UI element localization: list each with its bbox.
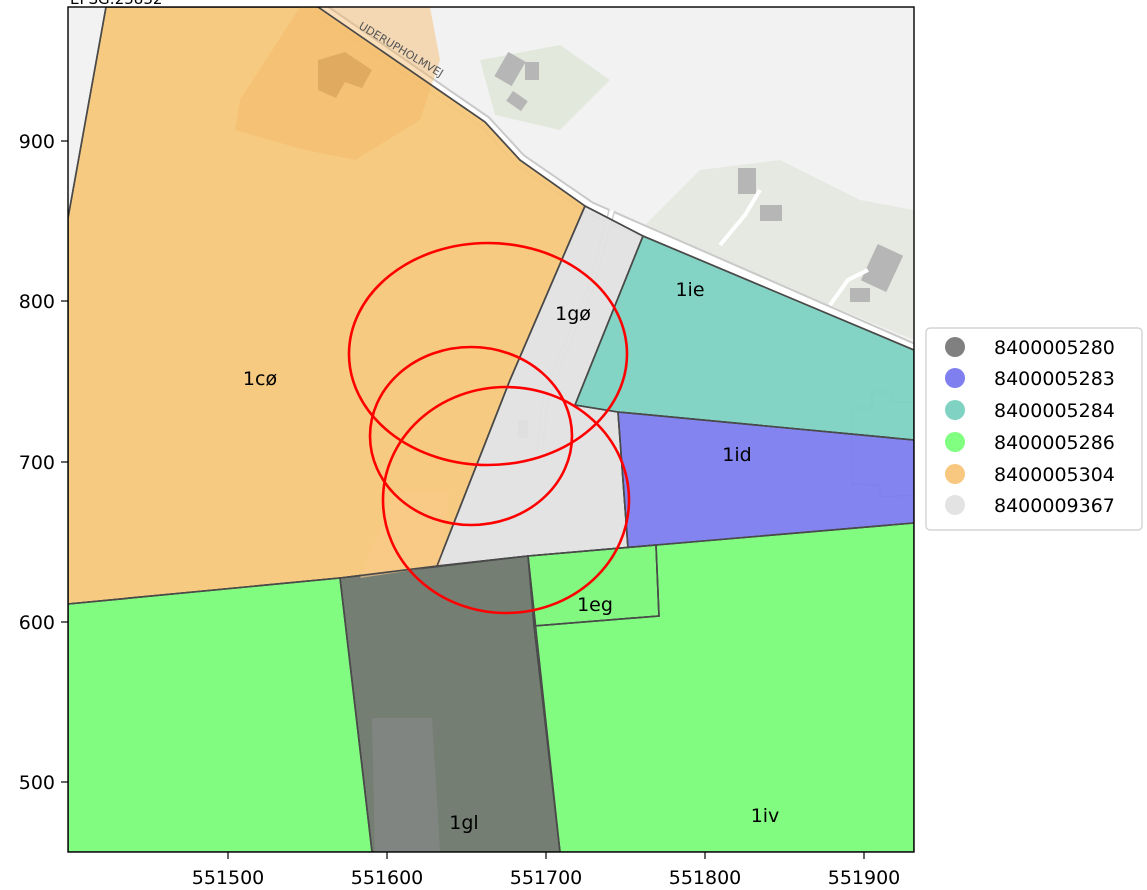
parcel-outlines bbox=[68, 7, 914, 852]
x-tick-label: 551500 bbox=[192, 867, 265, 889]
y-tick-label: 800 bbox=[19, 291, 55, 313]
parcel-label-1id: 1id bbox=[722, 444, 751, 466]
driveway bbox=[828, 268, 869, 307]
parcel-label-1co: 1cø bbox=[243, 368, 277, 390]
map-axes: UDERUPHOLMVEJ 1cø 1gø 1ie 1id 1eg 1gl 1i… bbox=[68, 7, 914, 852]
driveway bbox=[718, 188, 762, 247]
legend-entry: 8400005283 bbox=[994, 368, 1115, 390]
x-axis bbox=[227, 852, 865, 859]
buffer-circle bbox=[368, 345, 574, 527]
parcel-1iv[interactable] bbox=[68, 577, 373, 852]
legend-marker bbox=[945, 432, 965, 452]
y-tick-label: 600 bbox=[19, 612, 55, 634]
y-tick-label: 900 bbox=[19, 131, 55, 153]
legend-marker bbox=[945, 400, 965, 420]
parcel-label-1eg: 1eg bbox=[577, 594, 613, 616]
legend-marker bbox=[945, 368, 965, 388]
x-tick-label: 551700 bbox=[510, 867, 583, 889]
axes-frame bbox=[67, 6, 915, 853]
legend: 8400005280 8400005283 8400005284 8400005… bbox=[925, 327, 1143, 531]
legend-box bbox=[925, 327, 1143, 531]
parcel-label-1iv: 1iv bbox=[751, 805, 780, 827]
buffer-circles bbox=[347, 241, 631, 615]
parcel-label-1go: 1gø bbox=[555, 303, 591, 325]
legend-marker bbox=[945, 337, 965, 357]
basemap-buildings bbox=[494, 51, 904, 438]
parcel-label-1gl: 1gl bbox=[449, 812, 478, 834]
y-tick-label: 700 bbox=[19, 452, 55, 474]
legend-entry: 8400005280 bbox=[994, 337, 1115, 359]
basemap-area bbox=[640, 160, 914, 340]
parcel-label-1ie: 1ie bbox=[675, 279, 704, 301]
legend-marker bbox=[945, 464, 965, 484]
y-axis bbox=[61, 140, 68, 783]
x-tick-label: 551600 bbox=[351, 867, 424, 889]
buffer-circle bbox=[347, 241, 629, 467]
buffer-circle bbox=[381, 385, 631, 615]
legend-entry: 8400009367 bbox=[994, 495, 1115, 517]
legend-entry: 8400005284 bbox=[994, 400, 1115, 422]
legend-marker bbox=[945, 495, 965, 515]
y-tick-label: 500 bbox=[19, 772, 55, 794]
parcels bbox=[68, 7, 914, 852]
legend-entry: 8400005286 bbox=[994, 432, 1115, 454]
crs-label: EPSG:25832 bbox=[70, 0, 162, 8]
legend-entry: 8400005304 bbox=[994, 464, 1115, 486]
basemap-building bbox=[318, 52, 372, 98]
basemap-area bbox=[360, 490, 450, 578]
x-tick-label: 551800 bbox=[669, 867, 742, 889]
x-tick-label: 551900 bbox=[828, 867, 901, 889]
basemap-area bbox=[372, 718, 440, 852]
